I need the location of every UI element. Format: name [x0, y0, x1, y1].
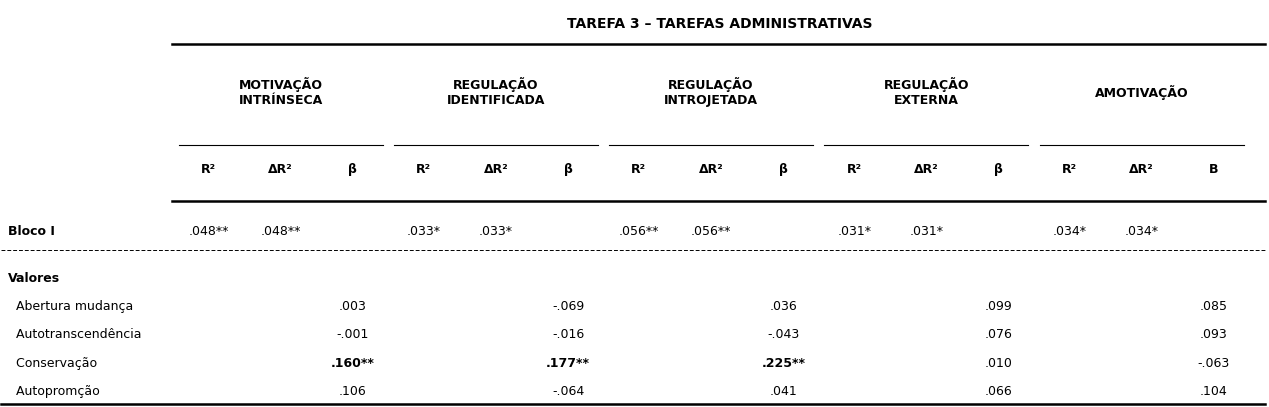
Text: B: B	[1209, 163, 1218, 176]
Text: β: β	[563, 163, 572, 176]
Text: .031*: .031*	[910, 225, 943, 238]
Text: Autopromção: Autopromção	[8, 385, 99, 398]
Text: .225**: .225**	[761, 357, 806, 370]
Text: .041: .041	[769, 385, 797, 398]
Text: TAREFA 3 – TAREFAS ADMINISTRATIVAS: TAREFA 3 – TAREFAS ADMINISTRATIVAS	[567, 17, 873, 31]
Text: .003: .003	[339, 300, 367, 313]
Text: R²: R²	[201, 163, 216, 176]
Text: ΔR²: ΔR²	[268, 163, 293, 176]
Text: Valores: Valores	[8, 272, 60, 285]
Text: .076: .076	[985, 328, 1013, 341]
Text: .033*: .033*	[406, 225, 440, 238]
Text: REGULAÇÃO
IDENTIFICADA: REGULAÇÃO IDENTIFICADA	[447, 77, 546, 107]
Text: R²: R²	[846, 163, 862, 176]
Text: Abertura mudança: Abertura mudança	[8, 300, 133, 313]
Text: .048**: .048**	[188, 225, 228, 238]
Text: .066: .066	[985, 385, 1013, 398]
Text: R²: R²	[1062, 163, 1077, 176]
Text: AMOTIVAÇÃO: AMOTIVAÇÃO	[1095, 85, 1189, 100]
Text: -.001: -.001	[336, 328, 369, 341]
Text: -.063: -.063	[1198, 357, 1230, 370]
Text: .085: .085	[1199, 300, 1228, 313]
Text: R²: R²	[632, 163, 646, 176]
Text: .177**: .177**	[546, 357, 590, 370]
Text: -.069: -.069	[552, 300, 584, 313]
Text: R²: R²	[416, 163, 431, 176]
Text: β: β	[348, 163, 357, 176]
Text: REGULAÇÃO
EXTERNA: REGULAÇÃO EXTERNA	[883, 77, 970, 107]
Text: .106: .106	[339, 385, 367, 398]
Text: .093: .093	[1200, 328, 1227, 341]
Text: .056**: .056**	[619, 225, 659, 238]
Text: .048**: .048**	[260, 225, 301, 238]
Text: Bloco I: Bloco I	[8, 225, 55, 238]
Text: .160**: .160**	[331, 357, 374, 370]
Text: MOTIVAÇÃO
INTRÍNSECA: MOTIVAÇÃO INTRÍNSECA	[239, 77, 322, 107]
Text: Conservação: Conservação	[8, 357, 96, 370]
Text: -.016: -.016	[552, 328, 584, 341]
Text: β: β	[779, 163, 788, 176]
Text: ΔR²: ΔR²	[699, 163, 723, 176]
Text: .104: .104	[1200, 385, 1227, 398]
Text: ΔR²: ΔR²	[914, 163, 939, 176]
Text: -.064: -.064	[552, 385, 584, 398]
Text: .056**: .056**	[690, 225, 731, 238]
Text: Autotranscendência: Autotranscendência	[8, 328, 141, 341]
Text: .033*: .033*	[478, 225, 513, 238]
Text: .099: .099	[985, 300, 1013, 313]
Text: .036: .036	[769, 300, 797, 313]
Text: .034*: .034*	[1052, 225, 1086, 238]
Text: ΔR²: ΔR²	[1129, 163, 1154, 176]
Text: REGULAÇÃO
INTROJETADA: REGULAÇÃO INTROJETADA	[664, 77, 758, 107]
Text: ΔR²: ΔR²	[483, 163, 508, 176]
Text: β: β	[994, 163, 1003, 176]
Text: .031*: .031*	[838, 225, 872, 238]
Text: .010: .010	[985, 357, 1013, 370]
Text: .034*: .034*	[1124, 225, 1159, 238]
Text: -.043: -.043	[768, 328, 799, 341]
